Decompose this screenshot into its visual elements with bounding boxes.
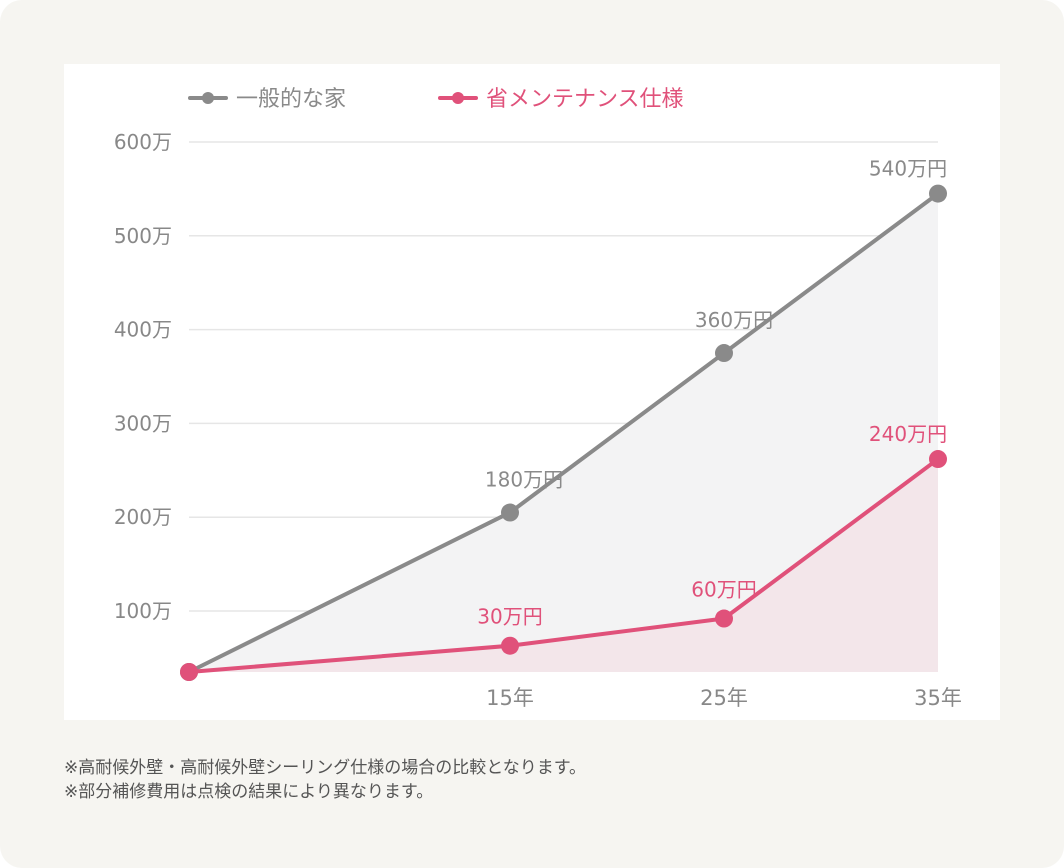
footnote-2: ※部分補修費用は点検の結果により異なります。 — [64, 782, 434, 802]
data-point — [929, 184, 947, 203]
line-chart: 100万 200万 300万 400万 500万 600万 15年 25年 35年 180万円 36… — [114, 87, 962, 710]
x-tick-label: 25年 — [700, 686, 748, 710]
data-label: 60万円 — [691, 578, 756, 602]
y-tick-label: 100万 — [114, 599, 172, 623]
series-area — [189, 459, 938, 672]
data-point — [715, 344, 733, 363]
x-tick-label: 35年 — [914, 686, 962, 710]
data-point — [715, 609, 733, 628]
legend-swatch-dot — [452, 92, 464, 104]
data-label: 30万円 — [477, 605, 542, 629]
data-label: 180万円 — [485, 468, 563, 492]
y-tick-label: 600万 — [114, 130, 172, 154]
y-tick-label: 500万 — [114, 224, 172, 248]
footnote-1: ※高耐候外壁・高耐候外壁シーリング仕様の場合の比較となります。 — [64, 758, 587, 778]
y-tick-label: 200万 — [114, 505, 172, 529]
footnotes: ※高耐候外壁・高耐候外壁シーリング仕様の場合の比較となります。 ※部分補修費用は… — [64, 756, 586, 804]
legend-label: 省メンテナンス仕様 — [486, 87, 684, 112]
series-line — [187, 457, 940, 674]
y-tick-label: 400万 — [114, 318, 172, 342]
legend-swatch-dot — [202, 92, 214, 104]
data-label: 540万円 — [869, 157, 947, 181]
x-tick-label: 15年 — [486, 686, 534, 710]
data-point — [929, 450, 947, 469]
data-point — [180, 663, 198, 681]
series-area — [189, 193, 938, 672]
data-point — [501, 503, 519, 522]
legend-label: 一般的な家 — [236, 87, 346, 112]
data-label: 360万円 — [695, 308, 773, 332]
data-label: 240万円 — [869, 422, 947, 446]
y-tick-label: 300万 — [114, 411, 172, 435]
data-point — [501, 636, 519, 655]
series-line — [187, 191, 940, 674]
chart-card: 100万 200万 300万 400万 500万 600万 15年 25年 35年 180万円 36… — [64, 64, 1000, 720]
